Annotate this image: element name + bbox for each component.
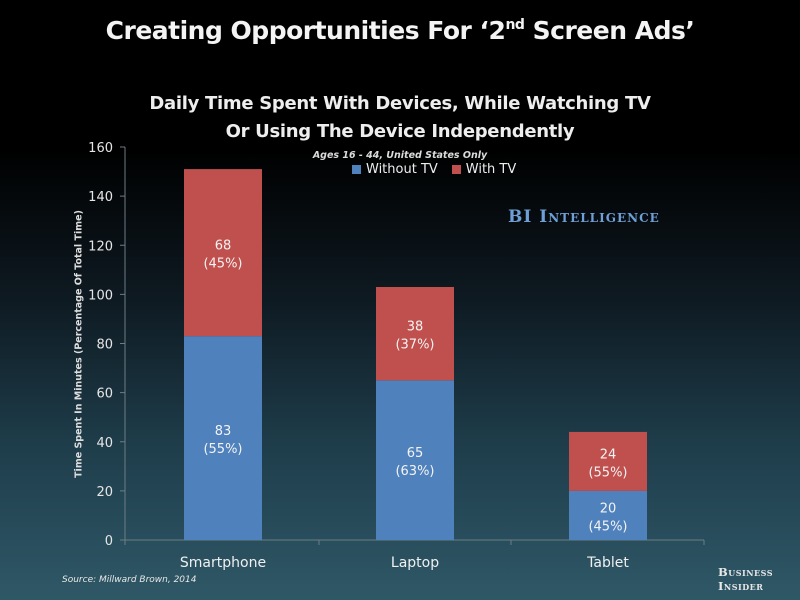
y-tick-label: 120 <box>88 239 113 254</box>
x-category-label: Tablet <box>586 555 629 571</box>
data-label-percent: (45%) <box>203 257 242 272</box>
chart-subtitle: Ages 16 - 44, United States Only <box>312 150 488 161</box>
y-tick-label: 80 <box>96 338 113 353</box>
y-tick-label: 100 <box>88 288 113 303</box>
brand-line2: Insider <box>718 579 764 593</box>
data-label-value: 83 <box>215 424 232 439</box>
data-label-percent: (37%) <box>395 338 434 353</box>
data-label-percent: (45%) <box>588 519 627 534</box>
bar-smartphone-with-tv <box>184 169 262 337</box>
y-tick-label: 0 <box>105 534 113 549</box>
bar-laptop-without-tv <box>376 380 454 540</box>
legend-item-with-tv: With TV <box>451 162 517 177</box>
data-label-value: 65 <box>407 446 424 461</box>
legend: Without TV With TV <box>352 162 516 177</box>
y-tick-label: 140 <box>88 190 113 205</box>
data-label-value: 24 <box>600 447 617 462</box>
data-label-value: 38 <box>407 320 424 335</box>
data-label-percent: (63%) <box>395 464 434 479</box>
chart-title-line2: Or Using The Device Independently <box>225 121 575 142</box>
slide-title-superscript: nd <box>505 17 525 33</box>
data-label-percent: (55%) <box>588 465 627 480</box>
bar-laptop-with-tv <box>376 287 454 381</box>
y-tick-label: 40 <box>96 436 113 451</box>
y-tick-label: 160 <box>88 141 113 156</box>
legend-label-without-tv: Without TV <box>366 162 438 177</box>
data-label-value: 68 <box>215 239 232 254</box>
data-label-percent: (55%) <box>203 442 242 457</box>
bi-intelligence-watermark: BI Intelligence <box>508 207 660 227</box>
chart-title-line1: Daily Time Spent With Devices, While Wat… <box>149 93 651 114</box>
brand-line1: Business <box>718 565 774 579</box>
x-category-label: Smartphone <box>180 555 266 571</box>
legend-swatch-with-tv <box>451 165 461 174</box>
legend-label-with-tv: With TV <box>465 162 517 177</box>
slide-title-text-end: Screen Ads’ <box>524 16 695 45</box>
legend-item-without-tv: Without TV <box>352 162 438 177</box>
legend-swatch-without-tv <box>352 165 361 174</box>
slide-title-text: Creating Opportunities For ‘2 <box>105 16 506 45</box>
bar-tablet-with-tv <box>569 431 647 491</box>
bar-smartphone-without-tv <box>184 336 262 540</box>
chart-title: Daily Time Spent With Devices, While Wat… <box>0 90 800 146</box>
x-category-label: Laptop <box>391 555 439 571</box>
slide-title: Creating Opportunities For ‘2nd Screen A… <box>0 16 800 45</box>
bar-tablet-without-tv <box>569 490 647 540</box>
source-note: Source: Millward Brown, 2014 <box>62 575 197 585</box>
y-tick-label: 20 <box>96 485 113 500</box>
data-label-value: 20 <box>600 501 617 516</box>
business-insider-logo: Business Insider <box>718 565 773 593</box>
y-tick-label: 60 <box>96 387 113 402</box>
